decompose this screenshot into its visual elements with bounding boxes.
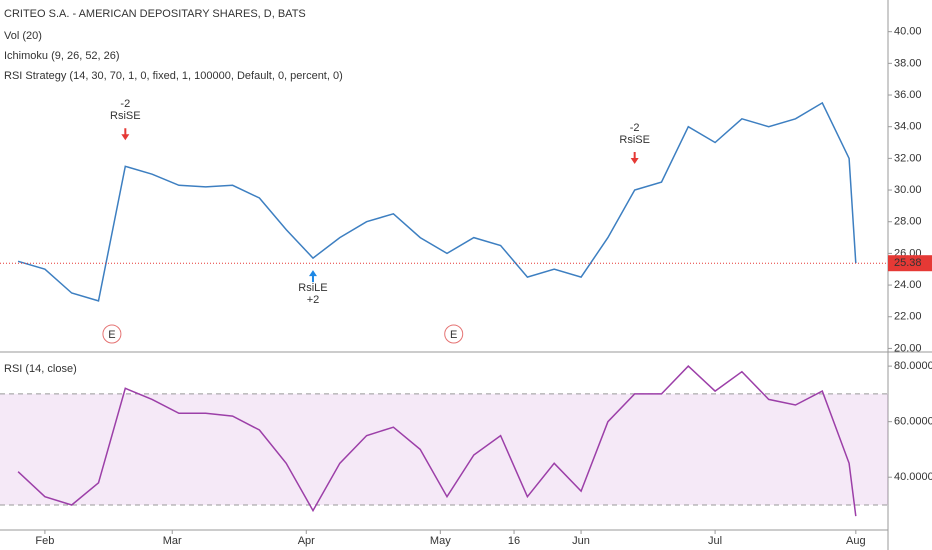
- signal-label: RsiLE: [298, 282, 327, 294]
- x-tick-label: May: [430, 535, 451, 547]
- earnings-marker: [102, 324, 122, 344]
- signal-arrow: [630, 152, 639, 165]
- x-tick-label: Apr: [298, 535, 315, 547]
- x-tick-label: Jul: [708, 535, 722, 547]
- signal-label: RsiSE: [110, 110, 141, 122]
- y-tick-label: 40.0000: [894, 471, 932, 483]
- y-tick-label: 60.0000: [894, 416, 932, 428]
- indicator-label: Vol (20): [4, 30, 42, 42]
- y-tick-label: 20.00: [894, 342, 922, 354]
- signal-label: +2: [307, 294, 320, 306]
- earnings-label: E: [108, 329, 115, 341]
- x-tick-label: Aug: [846, 535, 866, 547]
- x-tick-label: 16: [508, 535, 520, 547]
- y-tick-label: 30.00: [894, 184, 922, 196]
- x-tick-label: Mar: [163, 535, 182, 547]
- earnings-marker: [444, 324, 464, 344]
- y-tick-label: 38.00: [894, 57, 922, 69]
- y-tick-label: 32.00: [894, 152, 922, 164]
- signal-arrow: [308, 270, 317, 283]
- signal-arrow: [121, 128, 130, 141]
- x-tick-label: Jun: [572, 535, 590, 547]
- y-tick-label: 40.00: [894, 26, 922, 38]
- y-tick-label: 34.00: [894, 121, 922, 133]
- y-tick-label: 22.00: [894, 311, 922, 323]
- series-line: [17, 101, 857, 302]
- y-tick-label: 36.00: [894, 89, 922, 101]
- x-tick-label: Feb: [35, 535, 54, 547]
- series-line: [17, 365, 857, 517]
- indicator-label: RSI Strategy (14, 30, 70, 1, 0, fixed, 1…: [4, 70, 343, 82]
- y-tick-label: 80.0000: [894, 360, 932, 372]
- indicator-label: Ichimoku (9, 26, 52, 26): [4, 50, 120, 62]
- last-price-label: 25.38: [894, 257, 922, 269]
- pane-title: RSI (14, close): [4, 363, 77, 375]
- y-tick-label: 24.00: [894, 279, 922, 291]
- last-price-box: [888, 255, 932, 272]
- signal-label: -2: [630, 122, 640, 134]
- pane-title: CRITEO S.A. - AMERICAN DEPOSITARY SHARES…: [4, 8, 306, 20]
- y-tick-label: 28.00: [894, 216, 922, 228]
- signal-label: -2: [120, 98, 130, 110]
- signal-label: RsiSE: [619, 134, 650, 146]
- earnings-label: E: [450, 329, 457, 341]
- rsi-band: [0, 393, 888, 505]
